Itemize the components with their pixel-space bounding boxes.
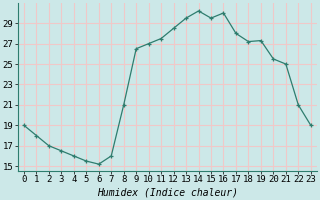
X-axis label: Humidex (Indice chaleur): Humidex (Indice chaleur) [97,187,238,197]
